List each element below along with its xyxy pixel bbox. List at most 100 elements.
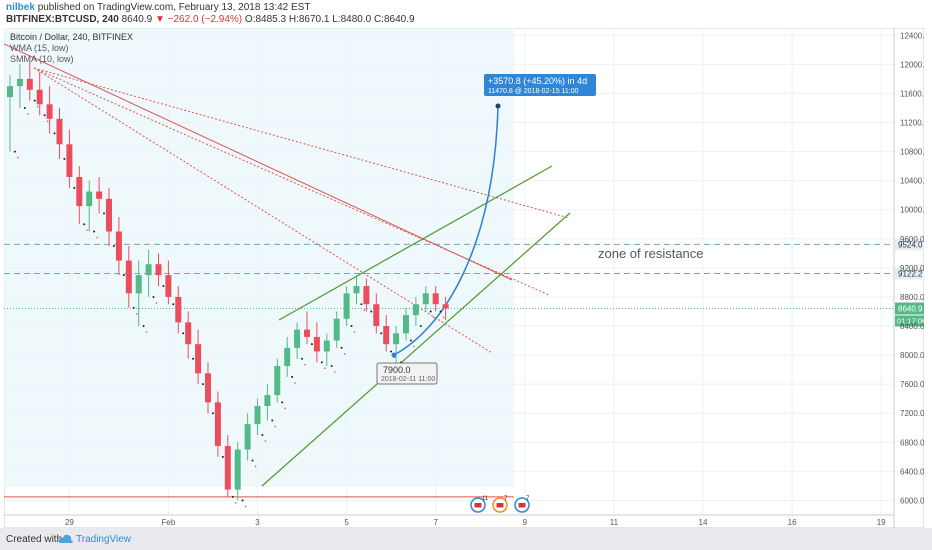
level-label-last: 8640.9 xyxy=(898,305,923,314)
flag-icon xyxy=(496,503,504,508)
smma-dot xyxy=(324,367,326,370)
price-axis[interactable]: 12400.0 12000.0 11600.0 11200.0 10800.0 10400… xyxy=(900,31,924,505)
ohlc-close: C:8640.9 xyxy=(373,14,415,25)
candle-body xyxy=(244,424,251,450)
candle-body xyxy=(145,264,152,276)
candle-body xyxy=(76,177,83,207)
smma-dot xyxy=(304,363,306,366)
candle-body xyxy=(343,293,350,319)
candle-body xyxy=(234,449,241,490)
x-tick-label: 3 xyxy=(255,518,260,527)
x-tick-label: 5 xyxy=(344,518,349,527)
downtrend-line-dotted-2[interactable] xyxy=(33,67,570,219)
candle-body xyxy=(284,347,291,366)
time-axis[interactable]: 29Feb357911141619212326Mar xyxy=(65,518,924,527)
smma-dot xyxy=(195,363,197,366)
candle-body xyxy=(135,275,142,294)
smma-dot xyxy=(165,291,168,293)
chart-legend-title: Bitcoin / Dollar, 240, BITFINEX xyxy=(10,32,133,42)
smma-dot xyxy=(225,462,227,464)
wma-dot xyxy=(192,357,195,360)
price-change: −262.0 (−2.94%) xyxy=(167,14,243,25)
smma-dot xyxy=(145,331,148,333)
smma-dot xyxy=(126,280,128,282)
candle-body xyxy=(195,344,202,374)
low-callout[interactable]: 7900.0 2018-02-11 11:00 xyxy=(376,352,438,385)
low-callout-date: 2018-02-11 11:00 xyxy=(381,376,435,383)
candle-body xyxy=(165,275,172,297)
candle-body xyxy=(106,198,112,232)
wma-dot xyxy=(350,325,353,328)
candle-body xyxy=(393,333,400,345)
wma-dot xyxy=(251,459,254,462)
candle-body xyxy=(66,144,73,178)
wma-dot xyxy=(122,274,125,277)
event-badges[interactable]: 11 7 7 xyxy=(470,496,530,513)
target-callout-change: +3570.8 (+45.20%) in 4d xyxy=(488,76,587,86)
y-tick-label: 11200.0 xyxy=(900,118,924,127)
channel-lower-line[interactable] xyxy=(261,212,571,487)
wma-dot xyxy=(103,212,105,215)
wma-dot xyxy=(83,223,86,226)
level-tag-last xyxy=(895,302,924,315)
candle-body xyxy=(403,315,409,334)
published-text: published on TradingView.com, February 1… xyxy=(37,2,311,13)
candle-body xyxy=(383,326,390,345)
tradingview-brand-link[interactable]: TradingView xyxy=(76,534,132,545)
wma-dot xyxy=(53,132,56,135)
author-link[interactable]: nilbek xyxy=(6,2,35,13)
wma-dot xyxy=(182,332,185,335)
candle-body xyxy=(86,191,93,207)
candle-body xyxy=(422,293,429,305)
wma-dot xyxy=(419,325,422,328)
y-tick-label: 6800.0 xyxy=(900,438,924,447)
target-callout-detail: 11470.8 @ 2018-02-15 11:00 xyxy=(488,88,579,95)
smma-dot xyxy=(205,389,207,391)
smma-dot xyxy=(343,353,346,355)
wma-dot xyxy=(231,495,234,498)
candle-body xyxy=(264,395,271,406)
wma-dot xyxy=(241,499,244,502)
wma-dot xyxy=(93,230,96,233)
smma-dot xyxy=(135,313,138,315)
candle-body xyxy=(333,318,340,341)
wma-dot xyxy=(63,157,66,160)
wma-dot xyxy=(142,325,145,328)
low-callout-value: 7900.0 xyxy=(383,365,411,375)
smma-dot xyxy=(373,316,376,319)
legend-smma[interactable]: SMMA (10, low) xyxy=(10,54,74,64)
wma-dot xyxy=(202,383,204,386)
footer: Created with TradingView xyxy=(0,528,932,550)
flag-icon xyxy=(474,503,482,508)
x-tick-label: 11 xyxy=(610,518,619,527)
x-tick-label: 14 xyxy=(699,518,708,527)
moving-average-dots xyxy=(13,99,445,508)
wma-dot xyxy=(152,295,155,298)
x-tick-label: Feb xyxy=(162,518,176,527)
level-label-9122: 9122.2 xyxy=(898,270,923,279)
y-tick-label: 8400.0 xyxy=(900,322,924,331)
candle-body xyxy=(16,78,23,87)
candle-body xyxy=(115,231,122,261)
projection-curve[interactable] xyxy=(393,105,499,356)
smma-dot xyxy=(333,371,336,373)
legend-wma[interactable]: WMA (15, low) xyxy=(10,43,69,53)
level-label-9524: 9524.0 xyxy=(898,240,923,249)
wma-dot xyxy=(211,412,214,415)
down-arrow-icon: ▼ xyxy=(154,14,165,25)
smma-dot xyxy=(294,382,296,384)
ohlc-open: O:8485.3 xyxy=(244,14,287,25)
y-tick-label: 10800.0 xyxy=(900,148,924,157)
channel-upper-line[interactable] xyxy=(278,165,553,321)
smma-dot xyxy=(106,218,108,221)
wma-dot xyxy=(340,346,343,349)
candle-body xyxy=(432,293,439,305)
wma-dot xyxy=(439,310,442,313)
smma-dot xyxy=(215,418,217,421)
wma-dot xyxy=(43,114,46,117)
price-chart[interactable]: 9524.0 9122.2 8640.9 01:17:06 12400.0 12000.… xyxy=(4,28,924,528)
created-with-text: Created with xyxy=(6,534,63,545)
downtrend-line-dotted-1[interactable] xyxy=(33,67,550,296)
target-callout[interactable]: +3570.8 (+45.20%) in 4d 11470.8 @ 2018-0… xyxy=(484,74,596,109)
smma-dot xyxy=(36,105,39,108)
